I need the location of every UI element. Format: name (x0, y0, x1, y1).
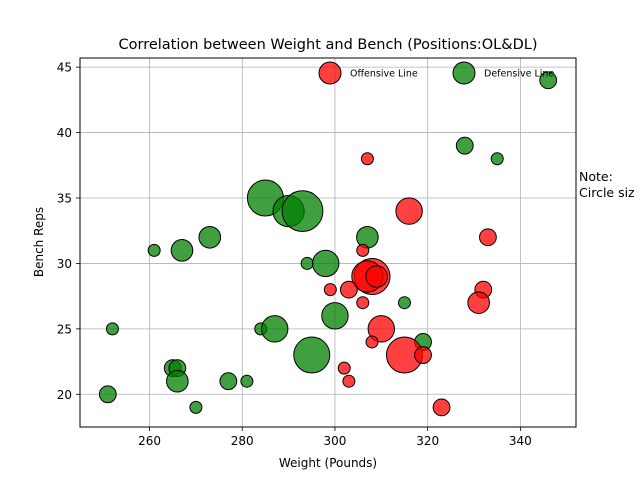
x-tick-label: 320 (416, 434, 439, 448)
offensive-line-point (365, 335, 379, 349)
offensive-line-point (479, 228, 497, 247)
offensive-line-point (395, 197, 423, 225)
y-tick-label: 45 (57, 61, 72, 75)
x-tick-label: 260 (138, 434, 161, 448)
defensive-line-point (293, 336, 331, 374)
legend-marker-offensive-line (318, 61, 342, 85)
legend-label-offensive-line: Offensive Line (350, 69, 418, 80)
defensive-line-point (166, 369, 189, 393)
defensive-line-point (189, 400, 203, 414)
data-points (98, 71, 558, 417)
defensive-line-point (539, 71, 558, 90)
legend-marker-defensive-line (452, 61, 476, 85)
offensive-line-point (432, 398, 451, 417)
defensive-line-point (240, 374, 254, 388)
defensive-line-point (300, 256, 314, 270)
offensive-line-point (467, 291, 490, 314)
offensive-line-point (323, 283, 337, 297)
legend: Offensive Line Defensive Line (318, 61, 554, 85)
x-tick-label: 300 (324, 434, 347, 448)
defensive-line-point (198, 225, 222, 249)
offensive-line-point (414, 346, 432, 364)
offensive-line-point (356, 243, 370, 257)
offensive-line-point (342, 374, 356, 388)
defensive-line-point (170, 239, 194, 262)
defensive-line-point (98, 385, 117, 404)
plot-frame (79, 57, 577, 428)
defensive-line-point (281, 190, 324, 232)
offensive-line-point (356, 296, 370, 310)
note-line: Note: (579, 169, 613, 184)
axis-ticks: 260 280 300 320 340 20 25 30 35 40 45 (57, 61, 532, 448)
note-line: Circle siz (579, 185, 635, 200)
defensive-line-point (105, 322, 119, 336)
x-tick-label: 280 (231, 434, 254, 448)
offensive-line-point (360, 152, 374, 166)
y-tick-label: 30 (57, 257, 72, 271)
defensive-line-point (490, 152, 504, 166)
defensive-line-point (321, 302, 349, 330)
defensive-line-point (397, 296, 411, 310)
defensive-line-point (455, 136, 474, 155)
offensive-line-point (337, 361, 351, 375)
defensive-line-point (147, 243, 161, 257)
defensive-line-point (311, 249, 340, 278)
y-tick-label: 35 (57, 192, 72, 206)
note-text: Note: Circle siz (579, 169, 635, 200)
x-tick-label: 340 (509, 434, 532, 448)
offensive-line-point (367, 315, 396, 343)
legend-label-defensive-line: Defensive Line (484, 69, 554, 80)
y-tick-label: 20 (57, 388, 72, 402)
offensive-line-point (365, 265, 388, 288)
defensive-line-point (219, 372, 238, 391)
y-axis-label: Bench Reps (32, 207, 46, 277)
y-tick-label: 25 (57, 322, 72, 336)
y-tick-label: 40 (57, 126, 72, 140)
offensive-line-point (339, 280, 358, 299)
defensive-line-point (260, 315, 289, 343)
x-axis-label: Weight (Pounds) (279, 456, 377, 470)
chart-title: Correlation between Weight and Bench (Po… (119, 37, 538, 53)
